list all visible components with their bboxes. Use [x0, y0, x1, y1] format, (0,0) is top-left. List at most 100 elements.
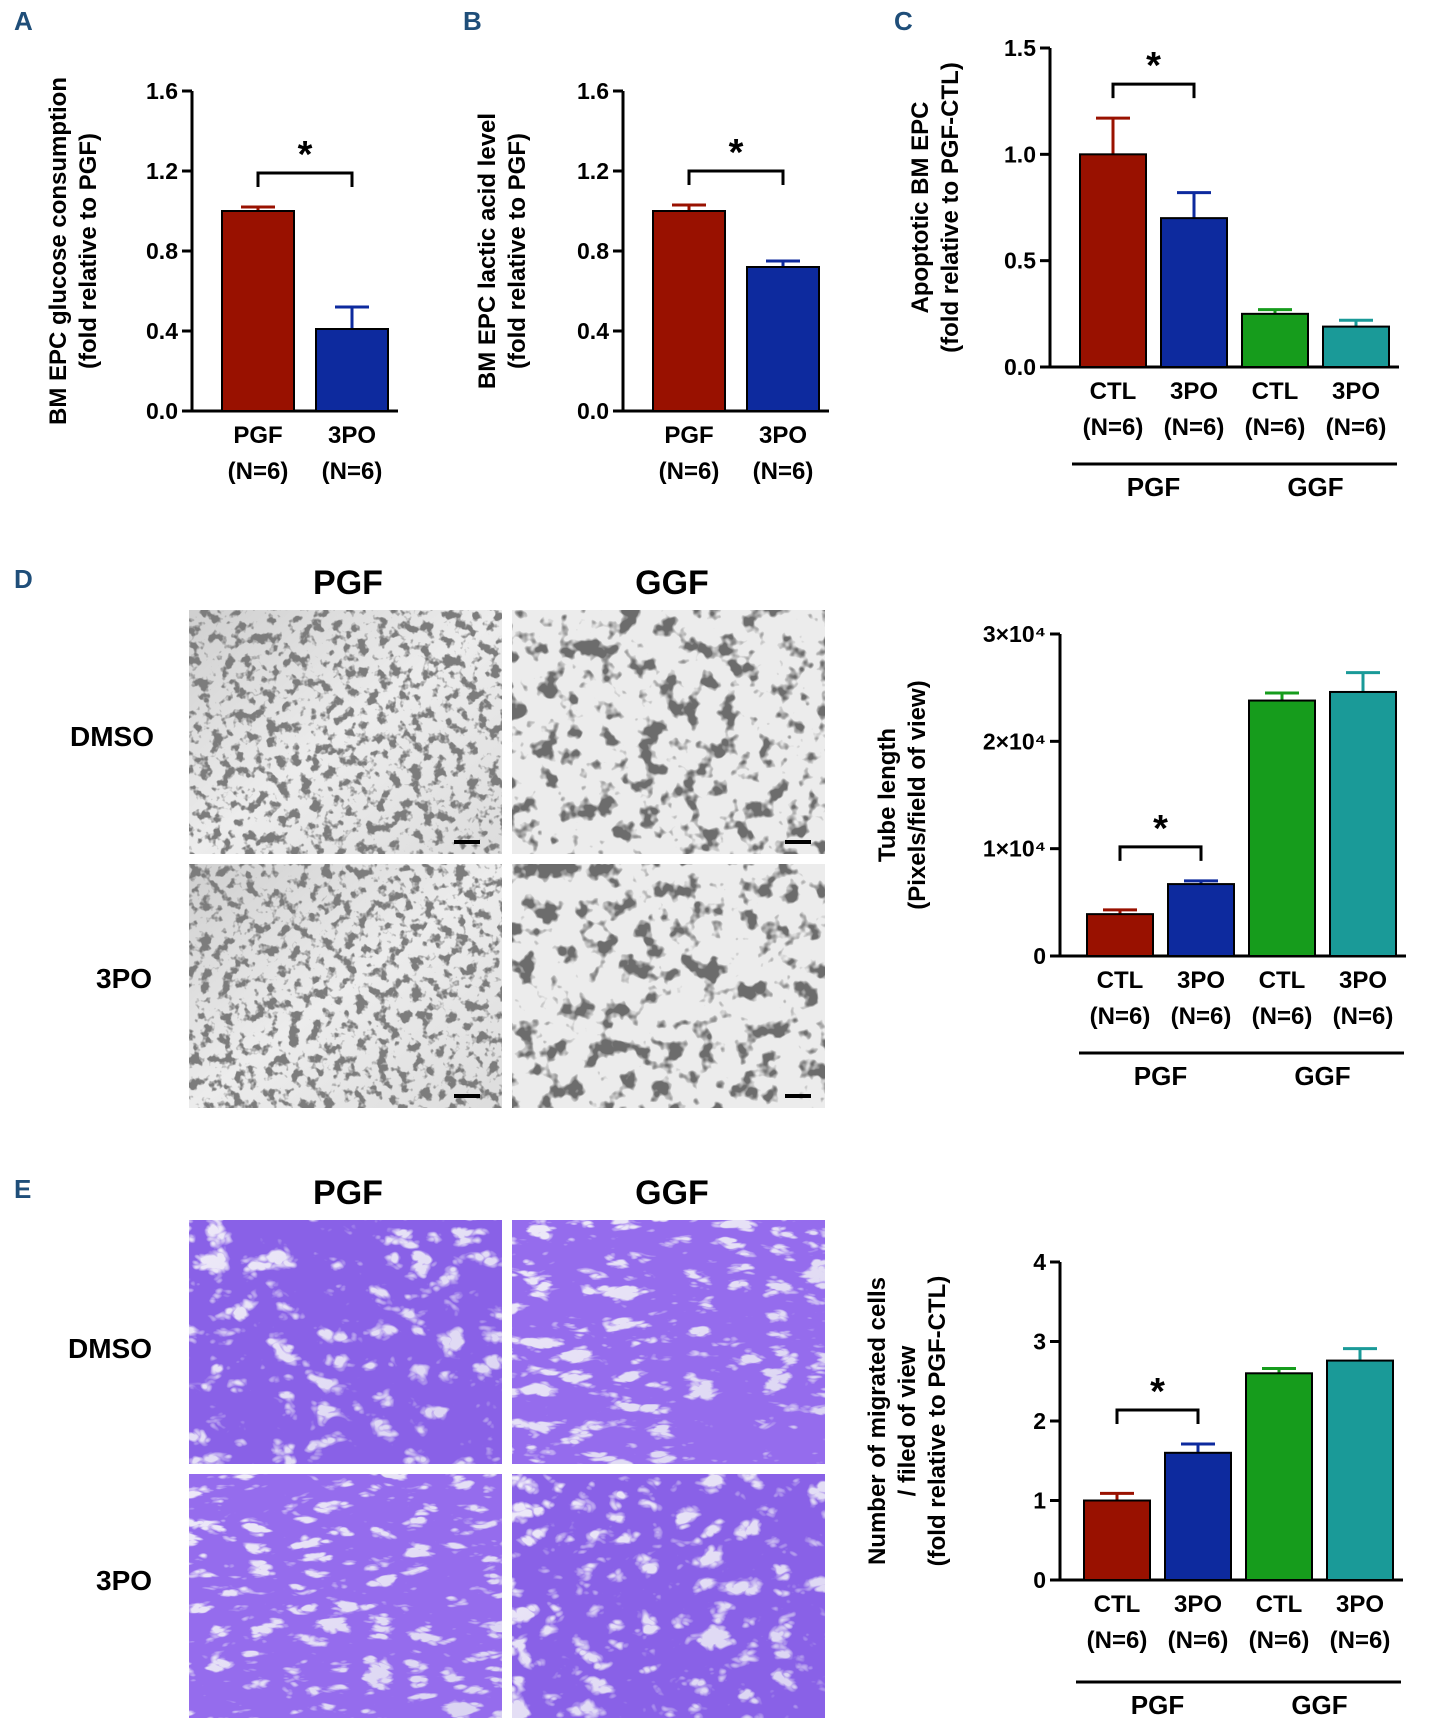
bar	[1167, 883, 1235, 957]
category-label: (N=6)	[1087, 1627, 1148, 1654]
category-label: (N=6)	[1252, 1003, 1313, 1030]
category-label: 3PO	[1339, 967, 1387, 994]
micrograph-grid-e: PGF GGF DMSO 3PO	[68, 1174, 825, 1718]
group-label: GGF	[1294, 1061, 1350, 1091]
micrograph-e-pgf-3po	[189, 1474, 502, 1718]
y-tick-label: 0	[1033, 1567, 1046, 1593]
y-tick-label: 1.6	[577, 78, 609, 104]
col-header-ggf: GGF	[635, 564, 709, 602]
bar	[1248, 699, 1316, 958]
chart-d-tube-length: 0 1×10⁴ 2×10⁴ 3×10⁴ Tube length (Pixels/field…	[874, 621, 1406, 1091]
category-label: (N=6)	[1249, 1627, 1310, 1654]
significance-star: *	[729, 132, 744, 174]
category-label: (N=6)	[322, 458, 383, 485]
category-label: (N=6)	[659, 458, 720, 485]
category-label: (N=6)	[228, 458, 289, 485]
y-axis-label: (Pixels/field of view)	[904, 680, 931, 909]
y-tick-label: 3×10⁴	[983, 621, 1046, 647]
y-tick-label: 1.2	[146, 158, 178, 184]
micrograph-d-pgf-dmso	[189, 610, 502, 854]
group-label: PGF	[1131, 1690, 1184, 1720]
y-tick-label: 1	[1033, 1488, 1046, 1514]
group-label: PGF	[1134, 1061, 1187, 1091]
category-label: CTL	[1090, 378, 1137, 405]
micrograph-d-pgf-3po	[189, 864, 502, 1108]
chart-a-glucose-consumption: 0.0 0.4 0.8 1.2 1.6 BM EPC glucose consumptio…	[45, 77, 398, 485]
y-axis-label: (fold relative to PGF)	[504, 133, 531, 369]
chart-c-apoptosis: 0.0 0.5 1.0 1.5 Apoptotic BM EPC (fold relati…	[907, 35, 1399, 502]
bar	[1326, 1359, 1394, 1581]
scale-bar	[785, 1094, 811, 1098]
micrograph-d-ggf-dmso	[512, 610, 825, 854]
group-label: GGF	[1291, 1690, 1347, 1720]
category-label: (N=6)	[1168, 1627, 1229, 1654]
category-label: 3PO	[1336, 1591, 1384, 1618]
y-axis-label: (fold relative to PGF)	[75, 133, 102, 369]
significance-star: *	[298, 134, 313, 176]
category-label: (N=6)	[753, 458, 814, 485]
col-header-pgf: PGF	[313, 1174, 383, 1212]
significance-bracket	[1115, 1408, 1200, 1425]
panel-letter-a: A	[14, 6, 33, 36]
bar	[1164, 1451, 1232, 1582]
bar	[1079, 153, 1147, 368]
category-label: (N=6)	[1164, 414, 1225, 441]
bar	[652, 210, 726, 412]
micrograph-d-ggf-3po	[512, 864, 825, 1108]
bar	[1160, 217, 1228, 368]
bar	[1245, 1372, 1313, 1582]
category-label: PGF	[233, 422, 282, 449]
panel-letter-c: C	[894, 6, 913, 36]
category-label: (N=6)	[1330, 1627, 1391, 1654]
y-axis-label: Apoptotic BM EPC	[907, 102, 934, 314]
y-axis-label: / filed of view	[894, 1345, 921, 1496]
y-tick-label: 1.5	[1004, 35, 1036, 61]
bar	[315, 328, 389, 412]
y-tick-label: 0.4	[577, 318, 609, 344]
row-label-dmso: DMSO	[70, 721, 154, 752]
scale-bar	[454, 1094, 480, 1098]
category-label: PGF	[664, 422, 713, 449]
scale-bar	[454, 840, 480, 844]
bar	[1329, 690, 1397, 958]
category-label: 3PO	[1332, 378, 1380, 405]
y-tick-label: 0.0	[1004, 354, 1036, 380]
significance-star: *	[1153, 808, 1168, 850]
y-tick-label: 1.0	[1004, 141, 1036, 167]
category-label: 3PO	[1177, 967, 1225, 994]
y-axis-label: BM EPC glucose consumption	[45, 77, 72, 425]
y-tick-label: 0.8	[577, 238, 609, 264]
y-tick-label: 1.6	[146, 78, 178, 104]
significance-star: *	[1146, 45, 1161, 87]
y-tick-label: 2×10⁴	[983, 728, 1046, 754]
y-tick-label: 0.5	[1004, 248, 1036, 274]
chart-b-lactic-acid: 0.00.40.81.21.6BM EPC lactic acid level(…	[474, 78, 829, 485]
y-tick-label: 1×10⁴	[983, 836, 1046, 862]
bar	[1083, 1499, 1151, 1581]
y-tick-label: 0.8	[146, 238, 178, 264]
y-axis-label: Tube length	[874, 728, 901, 862]
category-label: (N=6)	[1333, 1003, 1394, 1030]
category-label: CTL	[1259, 967, 1306, 994]
category-label: CTL	[1252, 378, 1299, 405]
category-label: CTL	[1094, 1591, 1141, 1618]
row-label-3po: 3PO	[96, 963, 152, 994]
category-label: (N=6)	[1326, 414, 1387, 441]
category-label: (N=6)	[1083, 414, 1144, 441]
y-tick-label: 0.0	[146, 398, 178, 424]
category-label: CTL	[1256, 1591, 1303, 1618]
category-label: 3PO	[1174, 1591, 1222, 1618]
micrograph-e-ggf-3po	[512, 1474, 825, 1718]
y-axis-label: BM EPC lactic acid level	[474, 113, 501, 389]
bar	[1322, 325, 1390, 368]
y-axis-label: (fold relative to PGF-CTL)	[937, 62, 964, 353]
bar	[746, 266, 820, 412]
micrograph-e-ggf-dmso	[512, 1220, 825, 1464]
bar	[1086, 913, 1154, 958]
chart-e-migration: 0 1 2 3 4 Number of migrated cells / filed of …	[864, 1249, 1403, 1720]
bar	[1241, 312, 1309, 369]
scale-bar	[785, 840, 811, 844]
panel-letter-d: D	[14, 564, 33, 594]
col-header-pgf: PGF	[313, 564, 383, 602]
panel-letter-e: E	[14, 1174, 31, 1204]
